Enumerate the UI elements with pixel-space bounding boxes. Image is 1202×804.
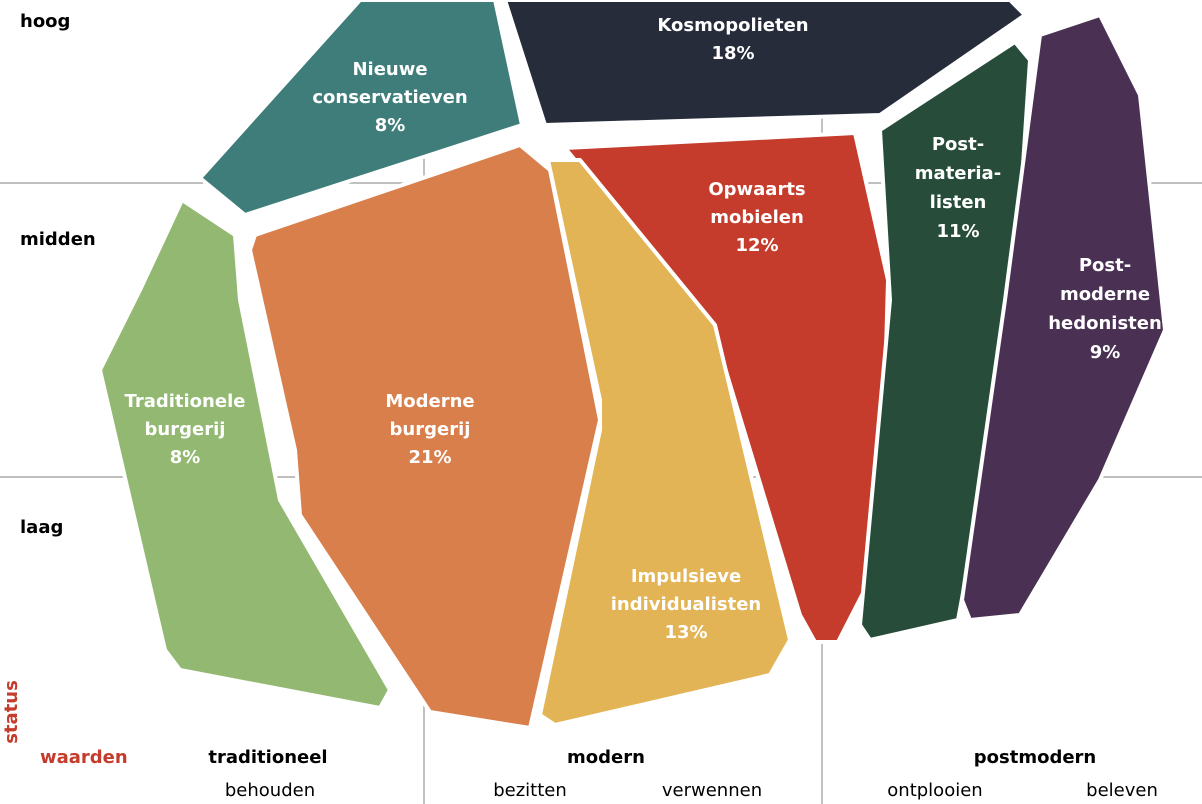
x-title: waarden <box>40 747 128 768</box>
segment-share: 21% <box>408 447 451 468</box>
segment-name: Kosmopolieten <box>657 15 808 36</box>
segment <box>538 158 792 727</box>
segment-name: individualisten <box>611 594 761 615</box>
y-title: status <box>1 680 22 744</box>
x-group: modern <box>567 747 645 768</box>
segment <box>198 0 524 217</box>
segment <box>98 198 392 710</box>
segment-name: listen <box>930 192 987 213</box>
y-label: midden <box>20 229 96 250</box>
segment-share: 13% <box>664 622 707 643</box>
segment-name: moderne <box>1060 284 1150 305</box>
segment-name: burgerij <box>145 419 226 440</box>
segment <box>960 13 1167 622</box>
segment-name: conservatieven <box>312 87 467 108</box>
segment-share: 8% <box>170 447 201 468</box>
segment-share: 8% <box>375 115 406 136</box>
segment <box>248 143 602 730</box>
x-group: postmodern <box>974 747 1096 768</box>
segment-share: 18% <box>711 43 754 64</box>
x-sublabel: behouden <box>225 780 315 801</box>
x-group: traditioneel <box>208 747 327 768</box>
segment-name: Post- <box>932 134 984 155</box>
segment-name: hedonisten <box>1048 313 1162 334</box>
segment-name: Impulsieve <box>631 566 741 587</box>
x-sublabel: bezitten <box>493 780 567 801</box>
segment-name: Opwaarts <box>708 179 805 200</box>
x-sublabel: ontplooien <box>887 780 982 801</box>
segment <box>858 40 1032 642</box>
segment-name: Traditionele <box>125 391 246 412</box>
segment-name: Moderne <box>385 391 474 412</box>
segment-name: Post- <box>1079 255 1131 276</box>
y-label: hoog <box>20 11 70 32</box>
segment-share: 9% <box>1090 342 1121 363</box>
segment <box>503 0 1027 127</box>
segment-name: mobielen <box>710 207 804 228</box>
y-label: laag <box>20 517 63 538</box>
segment-share: 12% <box>735 235 778 256</box>
segment-name: materia- <box>915 163 1001 184</box>
segment-name: burgerij <box>390 419 471 440</box>
x-sublabel: beleven <box>1086 780 1158 801</box>
segment-name: Nieuwe <box>352 59 427 80</box>
x-sublabel: verwennen <box>662 780 762 801</box>
segment <box>563 131 890 644</box>
segments: Nieuwe conservatieven 8% Kosmopolieten 18% Op… <box>98 0 1167 730</box>
segment-share: 11% <box>936 221 979 242</box>
